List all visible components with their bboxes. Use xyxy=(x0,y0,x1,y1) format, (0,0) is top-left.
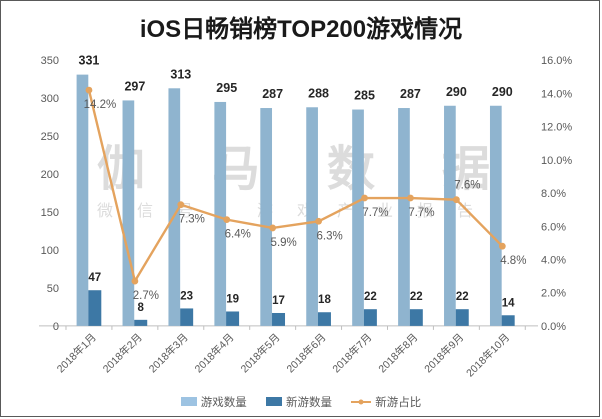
svg-text:8.0%: 8.0% xyxy=(541,188,566,200)
svg-text:50: 50 xyxy=(47,283,59,295)
svg-text:7.6%: 7.6% xyxy=(454,180,480,192)
svg-text:313: 313 xyxy=(170,67,191,81)
svg-text:23: 23 xyxy=(180,290,193,302)
svg-text:287: 287 xyxy=(400,87,421,101)
svg-text:290: 290 xyxy=(446,85,467,99)
svg-text:18: 18 xyxy=(318,294,331,306)
svg-text:22: 22 xyxy=(364,291,377,303)
svg-text:7.7%: 7.7% xyxy=(408,207,434,219)
svg-text:22: 22 xyxy=(410,291,423,303)
svg-text:150: 150 xyxy=(41,207,59,219)
svg-text:10.0%: 10.0% xyxy=(541,155,572,167)
svg-text:350: 350 xyxy=(41,55,59,67)
svg-text:288: 288 xyxy=(308,86,329,100)
svg-text:250: 250 xyxy=(41,131,59,143)
svg-text:14: 14 xyxy=(502,297,515,309)
svg-text:297: 297 xyxy=(124,79,145,93)
svg-text:47: 47 xyxy=(88,272,101,284)
svg-text:331: 331 xyxy=(79,54,100,68)
svg-text:287: 287 xyxy=(262,87,283,101)
svg-text:200: 200 xyxy=(41,169,59,181)
svg-text:19: 19 xyxy=(226,293,239,305)
svg-text:295: 295 xyxy=(216,81,237,95)
svg-text:4.8%: 4.8% xyxy=(500,255,526,267)
svg-text:2.0%: 2.0% xyxy=(541,288,566,300)
svg-text:6.4%: 6.4% xyxy=(225,229,251,241)
svg-text:2.7%: 2.7% xyxy=(133,290,159,302)
svg-text:12.0%: 12.0% xyxy=(541,122,572,134)
svg-text:5.9%: 5.9% xyxy=(271,237,297,249)
svg-text:100: 100 xyxy=(41,245,59,257)
svg-text:285: 285 xyxy=(354,89,375,103)
svg-text:17: 17 xyxy=(272,295,285,307)
svg-text:22: 22 xyxy=(456,291,469,303)
svg-text:14.2%: 14.2% xyxy=(84,99,117,111)
svg-text:290: 290 xyxy=(492,85,513,99)
svg-text:4.0%: 4.0% xyxy=(541,254,566,266)
svg-text:6.0%: 6.0% xyxy=(541,221,566,233)
svg-text:8: 8 xyxy=(138,302,145,314)
svg-text:6.3%: 6.3% xyxy=(316,230,342,242)
svg-text:7.7%: 7.7% xyxy=(362,207,388,219)
svg-text:14.0%: 14.0% xyxy=(541,88,572,100)
svg-text:7.3%: 7.3% xyxy=(179,214,205,226)
svg-text:0: 0 xyxy=(53,321,59,333)
svg-text:300: 300 xyxy=(41,93,59,105)
svg-text:0.0%: 0.0% xyxy=(541,321,566,333)
svg-text:16.0%: 16.0% xyxy=(541,55,572,67)
